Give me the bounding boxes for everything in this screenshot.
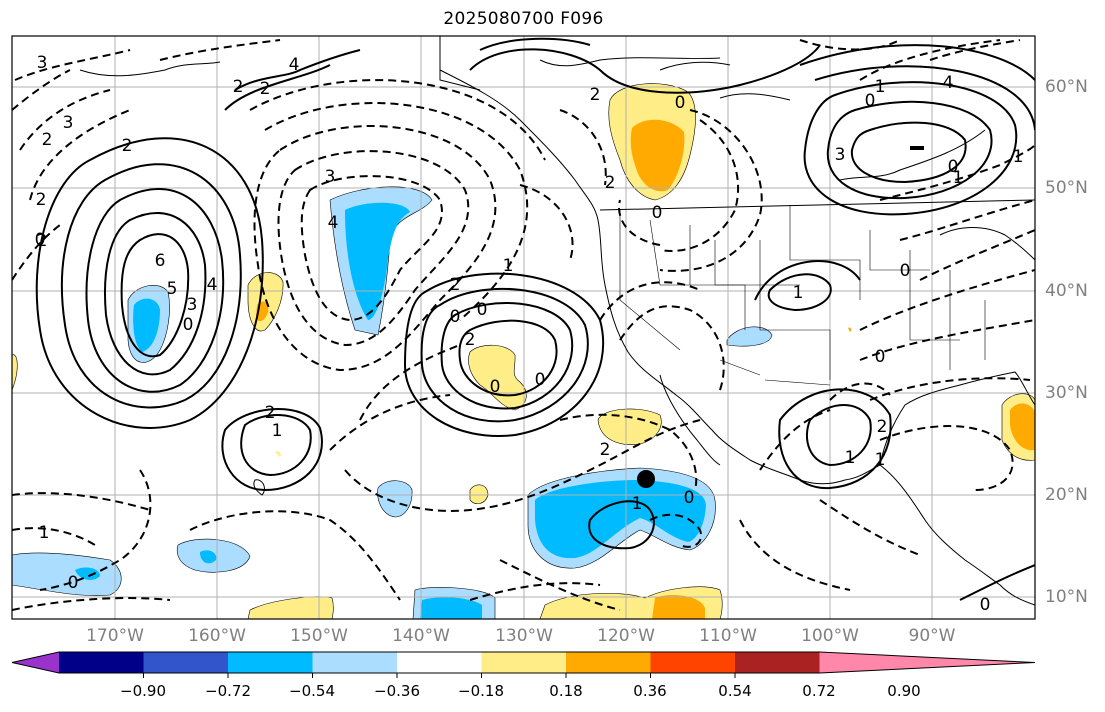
contour-label: 2 (877, 417, 888, 437)
contour-label: 2 (233, 77, 244, 97)
colorbar-segment (59, 652, 144, 673)
colorbar-segment (481, 652, 567, 673)
contour-label: 2 (605, 173, 616, 193)
contour-label: 3 (325, 167, 336, 187)
contour-label: 4 (328, 213, 339, 233)
contour-label: 1 (632, 494, 643, 514)
contour-label: 2 (450, 275, 461, 295)
map-frame (11, 35, 1036, 620)
lat-tick-50n: 50°N (1045, 178, 1088, 198)
lat-tick-20n: 20°N (1045, 485, 1088, 505)
contour-label: 4 (207, 275, 218, 295)
shaded-anomaly-fields (12, 83, 1035, 619)
contour-label: 2 (590, 85, 601, 105)
lon-tick-120w: 120°W (597, 626, 655, 646)
contour-label: 6 (155, 251, 166, 271)
colorbar-segment (650, 652, 736, 673)
contour-label: 0 (68, 573, 79, 593)
contour-label: 1 (793, 283, 804, 303)
contour-label: 0 (490, 377, 501, 397)
colorbar-label: −0.90 (120, 682, 166, 700)
contour-label: 0 (684, 488, 695, 508)
contour-label: 1 (503, 256, 514, 276)
contour-label: 3 (187, 295, 198, 315)
colorbar-label: −0.72 (205, 682, 251, 700)
contour-label: 2 (600, 440, 611, 460)
colorbar-segment (566, 652, 651, 673)
colorbar-segment (143, 652, 229, 673)
contour-label: 2 (260, 79, 271, 99)
positive-contours (35, 37, 1035, 601)
colorbar-label: 0.36 (633, 682, 667, 700)
contour-label: 0 (450, 307, 461, 327)
map-title: 2025080700 F096 (443, 9, 604, 29)
contour-label: 1 (272, 421, 283, 441)
lon-tick-160w: 160°W (188, 626, 246, 646)
lat-tick-60n: 60°N (1045, 77, 1088, 97)
negative-contours (12, 39, 1035, 611)
lon-tick-130w: 130°W (495, 626, 553, 646)
lon-tick-90w: 90°W (908, 626, 956, 646)
colorbar-extend-low (12, 652, 59, 673)
storm-center-marker (637, 470, 655, 488)
state-borders (619, 205, 986, 386)
lat-tick-40n: 40°N (1045, 281, 1088, 301)
contour-label: 4 (943, 73, 954, 93)
contour-label: 1 (39, 523, 50, 543)
colorbar-label: −0.54 (289, 682, 335, 700)
lon-tick-170w: 170°W (86, 626, 144, 646)
contour-label: 3 (37, 53, 48, 73)
contour-label: 0 (652, 203, 663, 223)
contour-label: 1 (1013, 147, 1024, 167)
lat-tick-30n: 30°N (1045, 383, 1088, 403)
contour-label: 2 (36, 190, 47, 210)
contour-label: 1 (845, 448, 856, 468)
colorbar-label: −0.18 (458, 682, 504, 700)
lat-tick-10n: 10°N (1045, 587, 1088, 607)
contour-label: 1 (875, 450, 886, 470)
lon-tick-140w: 140°W (392, 626, 450, 646)
contour-label: 1 (953, 168, 964, 188)
colorbar-label: 0.72 (802, 682, 836, 700)
colorbar-extend-high (819, 652, 1035, 673)
contour-label: 5 (167, 279, 178, 299)
colorbar-segment (228, 652, 313, 673)
contour-label: 0 (875, 347, 886, 367)
colorbar-label: −0.36 (374, 682, 420, 700)
contour-label: 0 (183, 315, 194, 335)
contour-label: 0 (35, 230, 46, 250)
colorbar-label: 0.18 (549, 682, 583, 700)
lon-tick-150w: 150°W (290, 626, 348, 646)
high-center-marker (910, 146, 924, 150)
colorbar-segment (397, 652, 482, 673)
contour-label: 2 (122, 136, 133, 156)
colorbar (11, 651, 1036, 678)
contour-label: 0 (477, 300, 488, 320)
lon-tick-100w: 100°W (801, 626, 859, 646)
contour-label: 0 (535, 370, 546, 390)
colorbar-segment (312, 652, 398, 673)
colorbar-outline (11, 651, 1036, 674)
contour-label: 0 (948, 157, 959, 177)
colorbar-segment (735, 652, 820, 673)
colorbar-label: 0.90 (887, 682, 921, 700)
colorbar-label: 0.54 (718, 682, 752, 700)
contour-label: 2 (42, 130, 53, 150)
contour-label: 2 (465, 330, 476, 350)
contour-label: 1 (875, 77, 886, 97)
contour-label: 0 (675, 93, 686, 113)
lon-tick-110w: 110°W (699, 626, 757, 646)
contour-label: 0 (900, 261, 911, 281)
contour-label: 4 (289, 55, 300, 75)
contour-label: 2 (37, 231, 48, 251)
contour-label: 0 (865, 91, 876, 111)
contour-label: 2 (265, 403, 276, 423)
contour-label: 3 (835, 145, 846, 165)
contour-label: 0 (980, 595, 991, 615)
contour-label: 3 (63, 113, 74, 133)
